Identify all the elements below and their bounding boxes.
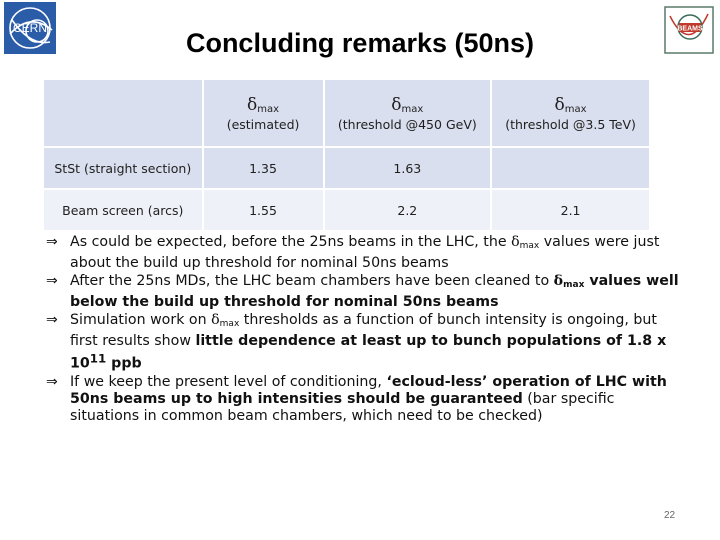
max-subscript: max <box>519 241 540 251</box>
header-threshold-3-5tev: δmax (threshold @3.5 TeV) <box>491 80 651 148</box>
bullet-text: (bar specific situations in common beam … <box>70 390 615 424</box>
bullet-text: values were just about the build up thre… <box>70 234 660 271</box>
beams-logo-text: BEAMS <box>677 26 703 33</box>
bullet-bold-text: little dependence at least up to bunch p… <box>70 333 667 372</box>
arrow-icon: ⇒ <box>46 373 58 390</box>
bullet-item: ⇒ After the 25ns MDs, the LHC beam chamb… <box>46 273 686 311</box>
bullet-bold-text: ppb <box>106 355 142 372</box>
header-symbol: δ <box>247 94 258 115</box>
header-note: (estimated) <box>226 116 300 132</box>
slide-title: Concluding remarks (50ns) <box>185 28 535 58</box>
header-threshold-450gev: δmax (threshold @450 GeV) <box>323 80 493 148</box>
bullet-item: ⇒ If we keep the present level of condit… <box>46 374 686 425</box>
delta-symbol: δ <box>553 273 564 289</box>
arrow-icon: ⇒ <box>46 234 58 250</box>
bullet-text: As could be expected, before the 25ns be… <box>70 234 512 250</box>
bullet-item: ⇒ As could be expected, before the 25ns … <box>46 234 686 272</box>
bullet-bold-text: ‘ecloud-less’ operation of LHC with 50ns… <box>70 373 667 407</box>
remarks-table: δmax (estimated) δmax (threshold @450 Ge… <box>44 80 651 232</box>
header-subscript: max <box>564 103 587 115</box>
table-row: StSt (straight section) 1.35 1.63 <box>44 147 651 190</box>
bullet-bold-text: values well below the build up threshold… <box>70 273 679 310</box>
bullet-text: thresholds as a function of bunch intens… <box>70 312 657 349</box>
delta-symbol: δ <box>211 312 220 328</box>
header-note: (threshold @3.5 TeV) <box>505 116 636 132</box>
header-symbol: δ <box>391 94 402 115</box>
header-subscript: max <box>401 103 424 115</box>
beams-logo: BEAMS <box>664 6 714 54</box>
table-header-row: δmax (estimated) δmax (threshold @450 Ge… <box>44 80 651 148</box>
row-label: StSt (straight section) <box>44 147 204 190</box>
bullet-list: ⇒ As could be expected, before the 25ns … <box>46 234 686 426</box>
bullet-text: If we keep the present level of conditio… <box>70 373 387 390</box>
cern-logo-text: CERN <box>13 21 47 35</box>
header-note: (threshold @450 GeV) <box>337 116 477 132</box>
table-cell: 1.63 <box>323 147 493 190</box>
cern-logo: CERN <box>4 2 56 54</box>
header-symbol: δ <box>554 94 565 115</box>
page-number: 22 <box>664 510 676 521</box>
bullet-text: Simulation work on <box>70 312 212 328</box>
header-estimated: δmax (estimated) <box>202 80 325 148</box>
table-cell: 1.35 <box>202 147 325 190</box>
header-empty-cell <box>44 80 204 148</box>
bullet-item: ⇒ Simulation work on δmax thresholds as … <box>46 312 686 373</box>
exponent: 11 <box>89 351 107 365</box>
delta-symbol: δ <box>511 234 520 250</box>
table-cell: 1.55 <box>202 189 325 232</box>
header-subscript: max <box>257 103 280 115</box>
bullet-text: After the 25ns MDs, the LHC beam chamber… <box>70 273 554 289</box>
max-subscript: max <box>219 319 240 329</box>
arrow-icon: ⇒ <box>46 273 58 289</box>
max-subscript: max <box>563 280 585 290</box>
table-cell: 2.2 <box>323 189 493 232</box>
table-row: Beam screen (arcs) 1.55 2.2 2.1 <box>44 189 651 232</box>
table-cell: 2.1 <box>491 189 651 232</box>
row-label: Beam screen (arcs) <box>44 189 204 232</box>
arrow-icon: ⇒ <box>46 312 58 328</box>
table-cell <box>491 147 651 190</box>
